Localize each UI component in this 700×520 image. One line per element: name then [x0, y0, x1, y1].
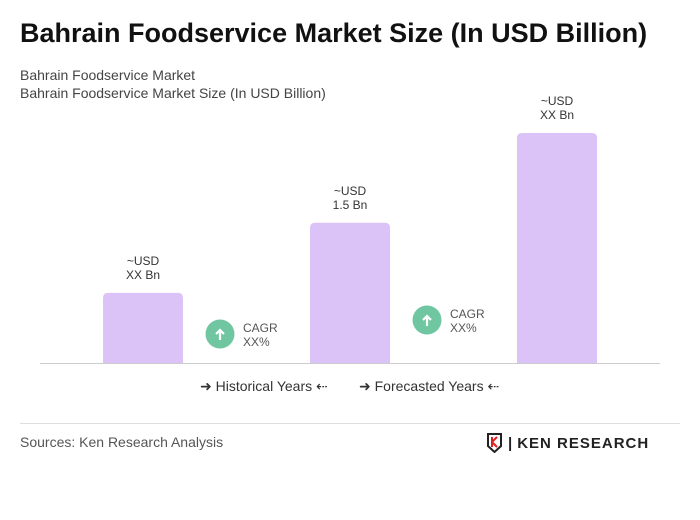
legend-forecasted: ➜ Forecasted Years ⇠ — [359, 378, 500, 394]
cagr-value: XX% — [243, 335, 270, 349]
data-label: ~USD — [127, 254, 160, 268]
arrow-up-icon — [422, 314, 432, 326]
logo-text: KEN RESEARCH — [517, 434, 650, 452]
legend-forecasted-label: Forecasted Years — [374, 378, 484, 394]
logo-icon — [487, 433, 502, 453]
cagr-label: CAGR — [450, 307, 485, 321]
arrow-up-icon — [215, 328, 225, 340]
data-label: ~USD — [334, 184, 367, 198]
data-label: ~USD — [541, 94, 574, 108]
bar — [517, 133, 597, 363]
legend-historical: ➜ Historical Years ⇠ — [200, 378, 328, 394]
cagr-value: XX% — [450, 321, 477, 335]
ken-research-logo: | KEN RESEARCH — [486, 433, 649, 453]
data-label: 1.5 Bn — [333, 198, 368, 212]
page-title: Bahrain Foodservice Market Size (In USD … — [20, 18, 648, 48]
bar — [103, 292, 183, 363]
legend-historical-label: Historical Years — [215, 378, 313, 394]
divider — [20, 423, 680, 424]
subtitle-2: Bahrain Foodservice Market Size (In USD … — [20, 85, 326, 101]
subtitle: Bahrain Foodservice Market — [20, 67, 196, 83]
sources: Sources: Ken Research Analysis — [20, 434, 224, 450]
data-label: XX Bn — [540, 108, 574, 122]
data-label: XX Bn — [126, 268, 160, 282]
cagr-label: CAGR — [243, 321, 278, 335]
bar — [310, 222, 390, 363]
